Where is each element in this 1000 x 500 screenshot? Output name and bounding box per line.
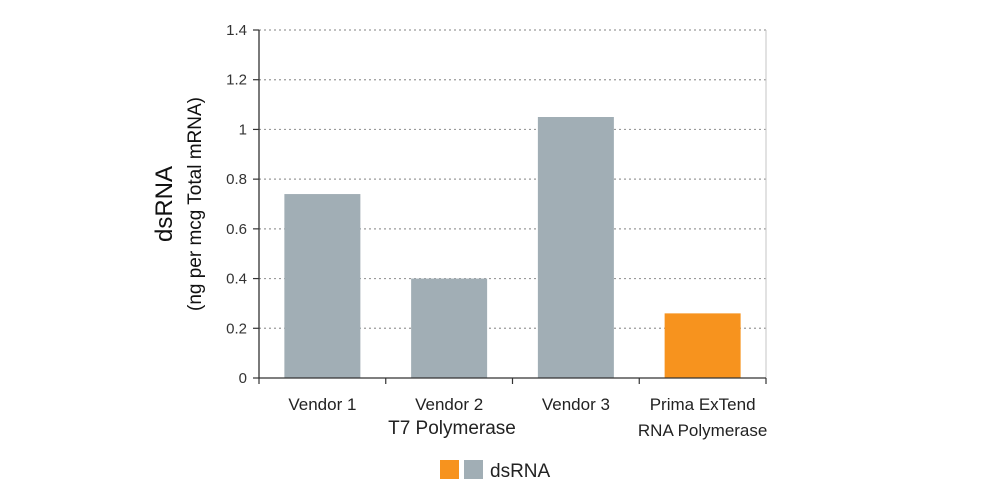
y-tick-label: 1 (239, 121, 247, 138)
x-category-label: Vendor 3 (542, 395, 610, 414)
category-labels: Vendor 1 Vendor 2 Vendor 3 Prima ExTend RNA … (288, 395, 767, 440)
legend-swatch-orange (440, 460, 459, 479)
y-tick-label: 0.8 (226, 171, 247, 188)
y-tick-label: 1.2 (226, 72, 247, 89)
legend: dsRNA (440, 460, 551, 482)
bar-2 (411, 278, 488, 378)
y-tick-label: 0.6 (226, 221, 247, 238)
legend-swatch-gray (464, 460, 483, 479)
axes (253, 29, 767, 384)
y-axis-subtitle: (ng per mcg Total mRNA) (185, 97, 206, 311)
legend-label: dsRNA (490, 461, 551, 482)
group-label: T7 Polymerase (388, 418, 516, 439)
y-axis-title: dsRNA (151, 166, 178, 242)
y-tick-label: 1.4 (226, 22, 247, 39)
bar-4 (664, 313, 741, 378)
x-category-label: Vendor 2 (415, 395, 483, 414)
x-category-label: Vendor 1 (288, 395, 356, 414)
x-category-label: Prima ExTend (650, 395, 756, 414)
x-category-label: RNA Polymerase (638, 421, 767, 440)
bars (284, 117, 741, 378)
bar-1 (284, 194, 361, 378)
y-tick-labels: 0 0.2 0.4 0.6 0.8 1 1.2 1.4 (226, 22, 247, 387)
bar-3 (537, 117, 614, 378)
y-tick-label: 0 (239, 370, 247, 387)
y-tick-label: 0.4 (226, 271, 247, 288)
y-tick-label: 0.2 (226, 320, 247, 337)
